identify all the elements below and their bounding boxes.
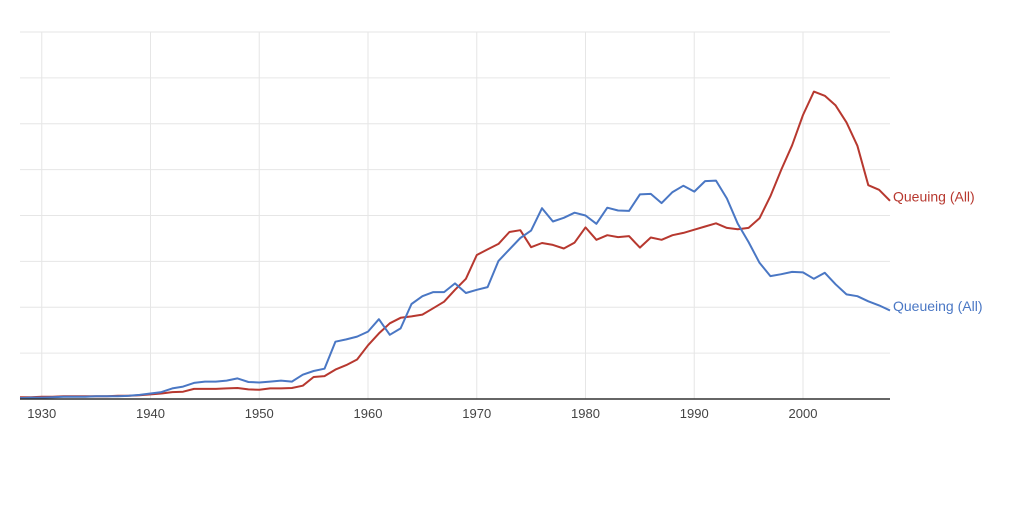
series-line-queuing-all[interactable] — [20, 90, 891, 399]
gridlines — [20, 31, 890, 399]
x-tick-label: 2000 — [789, 406, 818, 421]
series-line-queueing-all[interactable] — [19, 179, 891, 400]
x-tick-label: 1930 — [27, 406, 56, 421]
series-lines — [19, 90, 891, 400]
x-tick-label: 1980 — [571, 406, 600, 421]
x-tick-label: 1990 — [680, 406, 709, 421]
series-label: Queueing (All) — [893, 298, 983, 314]
x-tick-label: 1950 — [245, 406, 274, 421]
x-tick-label: 1970 — [462, 406, 491, 421]
x-tick-label: 1960 — [354, 406, 383, 421]
x-axis: 1930 1940 1950 1960 1970 1980 1990 2000 — [20, 398, 890, 421]
x-tick-label: 1940 — [136, 406, 165, 421]
series-label: Queuing (All) — [893, 189, 975, 205]
series-labels: Queuing (All) Queueing (All) — [893, 189, 983, 315]
